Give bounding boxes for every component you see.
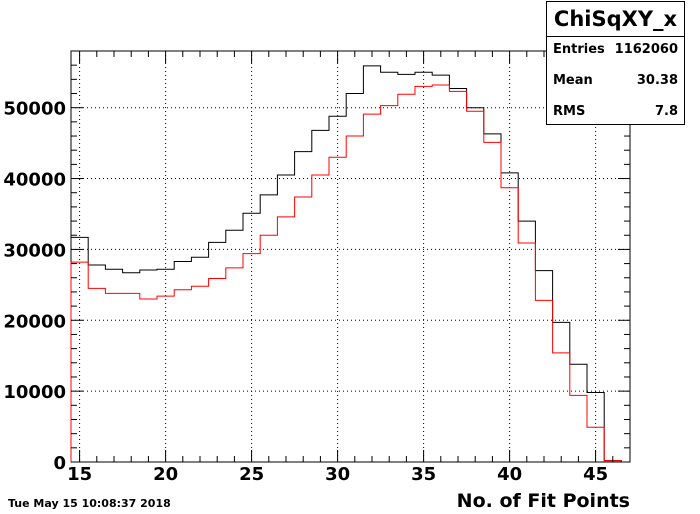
y-tick-label: 30000	[3, 240, 66, 261]
stats-mean-row: Mean 30.38	[553, 73, 678, 93]
y-tick-label: 40000	[3, 170, 66, 191]
y-tick-label: 20000	[3, 311, 66, 332]
x-tick-label: 45	[583, 464, 608, 485]
stats-entries-row: Entries 1162060	[553, 42, 678, 62]
x-tick-label: 35	[411, 464, 436, 485]
stats-title: ChiSqXY_x	[547, 2, 684, 37]
histogram-series	[70, 65, 630, 463]
stats-mean-value: 30.38	[636, 73, 678, 88]
stats-box: ChiSqXY_x Entries 1162060 Mean 30.38 RMS…	[546, 1, 685, 125]
y-tick-label: 50000	[3, 99, 66, 120]
x-tick-label: 40	[497, 464, 522, 485]
x-tick-label: 25	[239, 464, 264, 485]
stats-rms-label: RMS	[553, 104, 586, 119]
stats-entries-value: 1162060	[614, 42, 678, 57]
timestamp: Tue May 15 10:08:37 2018	[8, 497, 171, 510]
x-axis-label: No. of Fit Points	[456, 490, 630, 512]
histogram-line-1	[70, 65, 630, 463]
stats-rms-row: RMS 7.8	[553, 104, 678, 124]
y-tick-label: 0	[53, 453, 66, 474]
axes: 15 20 25 30 35 40 45 0 10000 20000 30000 40000 50000	[3, 50, 630, 485]
y-tick-label: 10000	[3, 382, 66, 403]
x-tick-label: 20	[153, 464, 178, 485]
stats-mean-label: Mean	[553, 73, 593, 88]
x-tick-label: 30	[325, 464, 350, 485]
histogram-line-2	[70, 84, 630, 463]
stats-entries-label: Entries	[553, 42, 605, 57]
x-tick-label: 15	[67, 464, 92, 485]
stats-rms-value: 7.8	[654, 104, 678, 119]
